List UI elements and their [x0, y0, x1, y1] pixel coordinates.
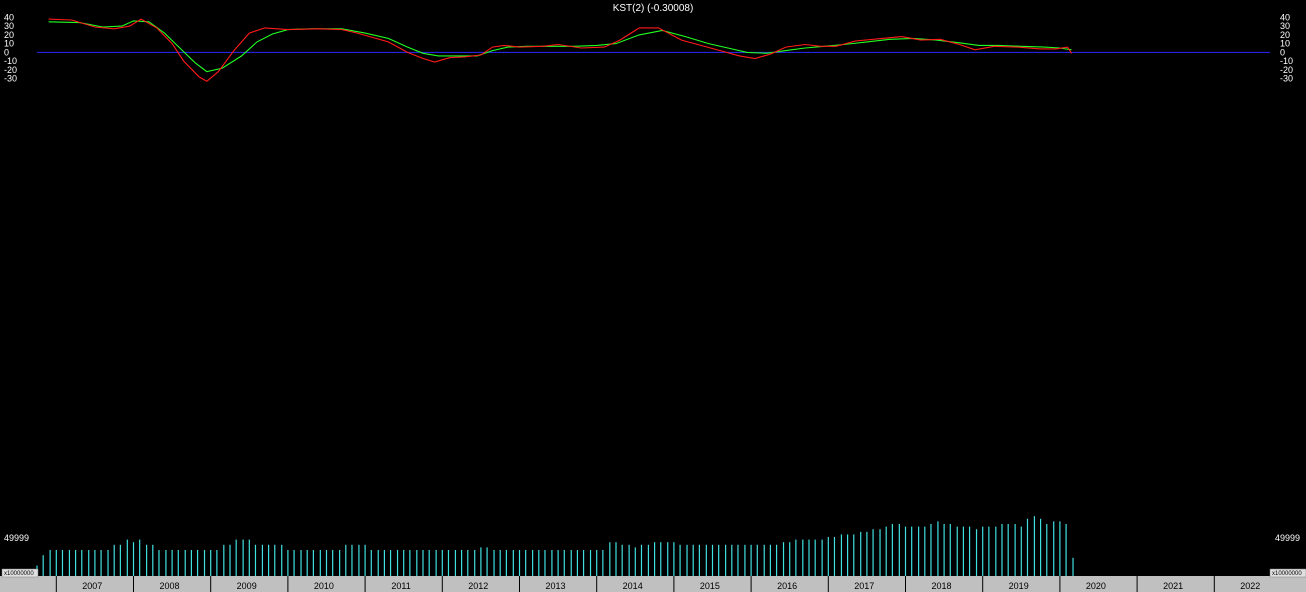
- x-axis: x10000000 x10000000 2007 2008 2009 2010 2011…: [0, 568, 1306, 592]
- kst-tick-right: 10: [1280, 39, 1290, 49]
- volume-tick-right: 49999: [1275, 533, 1300, 543]
- x-axis-year-label: 2020: [1086, 581, 1106, 591]
- kst-tick-right: 20: [1280, 30, 1290, 40]
- multiplier-label-right: x10000000: [1272, 571, 1302, 577]
- kst-tick-right: 40: [1280, 12, 1290, 22]
- kst-red-line: [48, 18, 1072, 82]
- kst-tick-left: 10: [4, 39, 14, 49]
- x-axis-year-label: 2012: [468, 581, 488, 591]
- x-axis-year-label: 2018: [931, 581, 951, 591]
- kst-tick-left: 0: [4, 47, 9, 57]
- kst-tick-left: 30: [4, 21, 14, 31]
- x-axis-year-label: 2009: [237, 581, 257, 591]
- x-axis-year-label: 2022: [1240, 581, 1260, 591]
- kst-tick-left: 40: [4, 12, 14, 22]
- x-axis-year-label: 2021: [1163, 581, 1183, 591]
- multiplier-box-right: [1269, 568, 1306, 578]
- x-axis-year-label: 2007: [82, 581, 102, 591]
- x-axis-year-label: 2011: [391, 581, 410, 591]
- kst-tick-left: -30: [4, 74, 17, 84]
- volume-panel: 49999 49999: [4, 516, 1300, 576]
- kst-tick-right: 30: [1280, 21, 1290, 31]
- x-axis-year-label: 2016: [777, 581, 797, 591]
- kst-tick-right: -30: [1280, 74, 1293, 84]
- multiplier-label-left: x10000000: [4, 571, 34, 577]
- x-axis-year-label: 2017: [854, 581, 874, 591]
- kst-tick-left: 20: [4, 30, 14, 40]
- x-axis-year-label: 2015: [700, 581, 720, 591]
- x-axis-band: [0, 576, 1306, 592]
- kst-tick-left: -20: [4, 65, 17, 75]
- volume-tick-left: 49999: [4, 533, 29, 543]
- x-axis-year-label: 2008: [159, 581, 179, 591]
- kst-tick-right: -10: [1280, 56, 1293, 66]
- kst-tick-left: -10: [4, 56, 17, 66]
- kst-tick-right: -20: [1280, 65, 1293, 75]
- x-axis-year-label: 2019: [1009, 581, 1029, 591]
- kst-tick-right: 0: [1280, 47, 1285, 57]
- x-axis-year-label: 2010: [314, 581, 334, 591]
- x-axis-year-label: 2014: [623, 581, 643, 591]
- chart-title: KST(2) (-0.30008): [613, 3, 694, 14]
- x-axis-year-label: 2013: [545, 581, 565, 591]
- multiplier-box-left: [1, 568, 39, 578]
